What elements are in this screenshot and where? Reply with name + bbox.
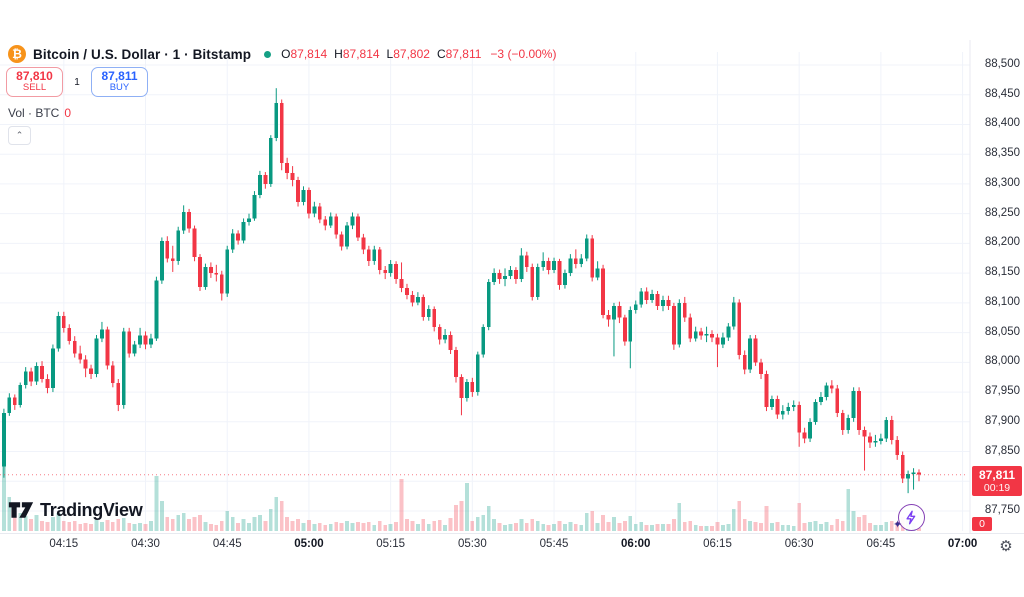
x-axis-label: 05:45 bbox=[539, 538, 569, 550]
trade-panel: 87,810 SELL 1 87,811 BUY bbox=[6, 67, 148, 97]
grid bbox=[0, 40, 1024, 534]
market-open-dot-icon bbox=[264, 50, 272, 58]
lightning-icon bbox=[906, 510, 916, 525]
volume-series bbox=[2, 461, 921, 531]
collapse-legend-button[interactable]: ⌃ bbox=[8, 126, 31, 145]
close-label: C bbox=[436, 47, 446, 61]
high-label: H bbox=[334, 47, 343, 61]
x-axis-label: 06:30 bbox=[784, 538, 814, 550]
sell-price: 87,810 bbox=[16, 69, 53, 84]
tradingview-logo[interactable]: TradingView bbox=[8, 499, 143, 521]
candle-countdown: 00:19 bbox=[983, 481, 1011, 494]
y-axis-label: 87,900 bbox=[984, 414, 1020, 427]
change-value: −3 (−0.00%) bbox=[490, 47, 557, 61]
sell-button[interactable]: 87,810 SELL bbox=[6, 67, 63, 97]
symbol-title[interactable]: Bitcoin / U.S. Dollar · 1 · Bitstamp bbox=[33, 46, 252, 62]
open-value: 87,814 bbox=[290, 47, 328, 61]
x-axis-label: 05:15 bbox=[376, 538, 406, 550]
y-axis-label: 88,250 bbox=[984, 206, 1020, 219]
y-axis-label: 88,000 bbox=[984, 355, 1020, 368]
tradingview-logo-icon bbox=[8, 502, 34, 518]
y-axis-label: 88,450 bbox=[984, 87, 1020, 100]
x-axis-label: 04:15 bbox=[49, 538, 79, 550]
x-axis-label: 06:15 bbox=[703, 538, 732, 550]
x-axis-label: 04:30 bbox=[131, 538, 160, 550]
y-axis-label: 87,750 bbox=[984, 504, 1020, 516]
buy-button[interactable]: 87,811 BUY bbox=[91, 67, 148, 97]
x-axis-label: 05:30 bbox=[457, 538, 487, 550]
volume-indicator-row[interactable]: Vol · BTC 0 bbox=[8, 106, 71, 120]
sparkle-icon: ✦ bbox=[893, 519, 903, 531]
y-axis-label: 88,050 bbox=[984, 325, 1020, 338]
open-label: O bbox=[281, 47, 291, 61]
y-axis-label: 88,350 bbox=[984, 147, 1020, 160]
y-axis-label: 88,300 bbox=[984, 176, 1020, 189]
tradingview-logo-text: TradingView bbox=[40, 499, 143, 520]
x-axis-label: 06:45 bbox=[866, 538, 896, 550]
instant-trading-button[interactable] bbox=[898, 504, 925, 531]
y-axis-label: 88,400 bbox=[984, 117, 1020, 130]
high-value: 87,814 bbox=[342, 47, 380, 61]
x-axis-label: 04:45 bbox=[212, 538, 242, 550]
buy-price: 87,811 bbox=[101, 69, 138, 84]
y-axis-label: 87,950 bbox=[984, 385, 1020, 398]
candlestick-series bbox=[2, 88, 921, 494]
volume-axis-badge: 0 bbox=[972, 517, 992, 531]
x-axis-label: 05:00 bbox=[294, 538, 324, 550]
last-price-badge: 87,811 00:19 bbox=[972, 465, 1022, 496]
volume-label: Vol · BTC bbox=[8, 106, 60, 120]
x-axis-label: 06:00 bbox=[621, 538, 651, 550]
volume-current-value: 0 bbox=[64, 106, 72, 120]
gear-icon[interactable]: ⚙ bbox=[999, 538, 1013, 555]
y-axis-label: 88,150 bbox=[984, 266, 1020, 279]
last-price-value: 87,811 bbox=[978, 467, 1016, 482]
spread-value: 1 bbox=[74, 76, 80, 88]
x-axis-label: 07:00 bbox=[947, 538, 978, 550]
y-axis-label: 88,100 bbox=[984, 295, 1020, 308]
time-scale[interactable]: 04:15 04:30 04:45 05:00 05:15 05:30 05:45 06:00… bbox=[0, 537, 1024, 557]
y-axis-label: 88,200 bbox=[984, 236, 1020, 249]
bitcoin-icon: ₿ bbox=[8, 45, 26, 63]
y-axis-label: 88,500 bbox=[984, 58, 1020, 70]
chevron-up-icon: ⌃ bbox=[15, 130, 24, 140]
low-label: L bbox=[386, 47, 394, 61]
symbol-legend[interactable]: ₿ Bitcoin / U.S. Dollar · 1 · Bitstamp O… bbox=[8, 44, 556, 64]
low-value: 87,802 bbox=[393, 47, 430, 61]
sell-label: SELL bbox=[22, 82, 47, 94]
ohlc-values: O87,814 H87,814 L87,802 C87,811 −3 (−0.0… bbox=[281, 47, 556, 61]
buy-label: BUY bbox=[109, 82, 130, 94]
y-axis-label: 87,850 bbox=[984, 444, 1020, 457]
close-value: 87,811 bbox=[445, 47, 482, 61]
